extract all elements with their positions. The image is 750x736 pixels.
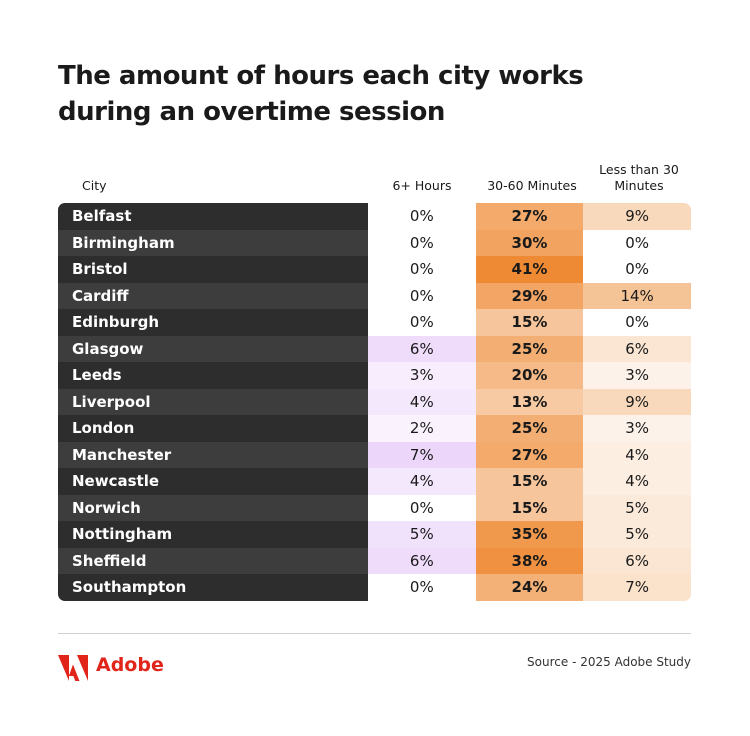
value-cell: 2% [367, 415, 476, 442]
table-row: Liverpool 4% 13% 9% [58, 388, 691, 415]
value-cell: 0% [583, 256, 691, 283]
value-cell: 4% [367, 468, 476, 495]
brand: Adobe [96, 654, 164, 676]
value-cell: 3% [367, 362, 476, 389]
value-cell: 3% [583, 362, 691, 389]
value-cell: 4% [583, 441, 691, 468]
table-row: Glasgow 6% 25% 6% [58, 335, 691, 362]
table-row: Nottingham 5% 35% 5% [58, 521, 691, 548]
city-cell: Glasgow [58, 335, 368, 362]
city-cell: Norwich [58, 494, 368, 521]
value-cell: 0% [367, 494, 476, 521]
value-cell: 0% [367, 282, 476, 309]
value-cell: 7% [367, 441, 476, 468]
value-cell: 6% [367, 335, 476, 362]
city-cell: Edinburgh [58, 309, 368, 336]
table-row: Southampton 0% 24% 7% [58, 574, 691, 601]
value-cell: 25% [475, 335, 584, 362]
value-cell: 5% [367, 521, 476, 548]
city-cell: London [58, 415, 368, 442]
table-row: Belfast 0% 27% 9% [58, 203, 691, 230]
value-cell: 0% [367, 309, 476, 336]
value-cell: 6% [367, 547, 476, 574]
value-cell: 15% [475, 468, 584, 495]
title: The amount of hours each city works duri… [58, 61, 584, 127]
value-cell: 20% [475, 362, 584, 389]
city-cell: Sheffield [58, 547, 368, 574]
table-row: Norwich 0% 15% 5% [58, 494, 691, 521]
value-cell: 29% [475, 282, 584, 309]
city-cell: Bristol [58, 256, 368, 283]
table-row: Sheffield 6% 38% 6% [58, 547, 691, 574]
table-row: Edinburgh 0% 15% 0% [58, 309, 691, 336]
value-cell: 0% [367, 203, 476, 230]
city-cell: Leeds [58, 362, 368, 389]
value-cell: 38% [475, 547, 584, 574]
table: Belfast 0% 27% 9% Birmingham 0% 30% 0% Bristol 0%… [58, 203, 691, 601]
city-cell: Manchester [58, 441, 368, 468]
value-cell: 4% [583, 468, 691, 495]
source: Source - 2025 Adobe Study [527, 655, 691, 669]
value-cell: 24% [475, 574, 584, 601]
city-cell: Cardiff [58, 282, 368, 309]
value-cell: 15% [475, 494, 584, 521]
value-cell: 6% [583, 335, 691, 362]
table-row: London 2% 25% 3% [58, 415, 691, 442]
value-cell: 15% [475, 309, 584, 336]
value-cell: 27% [475, 203, 584, 230]
value-cell: 9% [583, 388, 691, 415]
value-cell: 9% [583, 203, 691, 230]
value-cell: 0% [367, 229, 476, 256]
header-cell: City [82, 178, 107, 193]
table-row: Manchester 7% 27% 4% [58, 441, 691, 468]
adobe-logo [58, 655, 88, 681]
value-cell: 27% [475, 441, 584, 468]
city-cell: Birmingham [58, 229, 368, 256]
value-cell: 5% [583, 521, 691, 548]
value-cell: 3% [583, 415, 691, 442]
value-cell: 7% [583, 574, 691, 601]
value-cell: 0% [583, 309, 691, 336]
table-row: Birmingham 0% 30% 0% [58, 229, 691, 256]
city-cell: Belfast [58, 203, 368, 230]
value-cell: 5% [583, 494, 691, 521]
table-row: Cardiff 0% 29% 14% [58, 282, 691, 309]
table-row: Leeds 3% 20% 3% [58, 362, 691, 389]
table-header: City 6+ Hours 30-60 Minutes Less than 30… [58, 150, 691, 194]
table-row: Newcastle 4% 15% 4% [58, 468, 691, 495]
header-cell: 6+ Hours [392, 178, 452, 193]
value-cell: 0% [367, 256, 476, 283]
city-cell: Southampton [58, 574, 368, 601]
value-cell: 35% [475, 521, 584, 548]
header-cell: 30-60 Minutes [487, 178, 577, 193]
value-cell: 25% [475, 415, 584, 442]
value-cell: 4% [367, 388, 476, 415]
value-cell: 13% [475, 388, 584, 415]
value-cell: 0% [367, 574, 476, 601]
table-row: Bristol 0% 41% 0% [58, 256, 691, 283]
city-cell: Newcastle [58, 468, 368, 495]
city-cell: Liverpool [58, 388, 368, 415]
value-cell: 14% [583, 282, 691, 309]
value-cell: 41% [475, 256, 584, 283]
header-cell: Less than 30 Minutes [599, 162, 679, 193]
value-cell: 6% [583, 547, 691, 574]
value-cell: 0% [583, 229, 691, 256]
city-cell: Nottingham [58, 521, 368, 548]
value-cell: 30% [475, 229, 584, 256]
divider [58, 633, 691, 634]
